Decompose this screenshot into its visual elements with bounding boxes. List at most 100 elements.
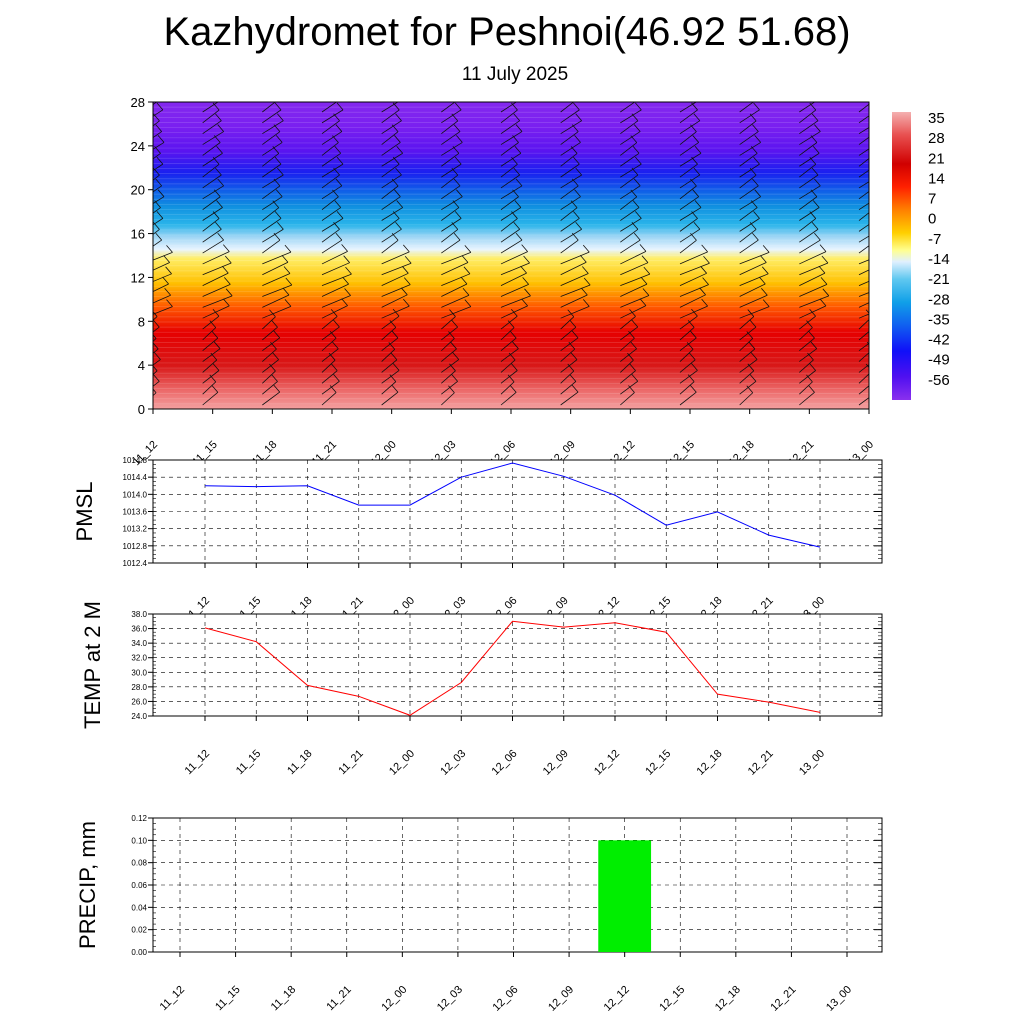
- wind-barb: [560, 185, 579, 200]
- wind-barb: [500, 370, 518, 384]
- wind-barb-feather: [155, 178, 163, 187]
- wind-barb: [739, 102, 754, 113]
- wind-barb-feather: [395, 113, 402, 121]
- wind-barb-feather: [692, 135, 700, 143]
- precip-bar: [598, 840, 652, 952]
- x-tick-label: 12_00: [387, 748, 417, 778]
- wind-barb: [560, 251, 590, 265]
- wind-barb: [321, 239, 343, 254]
- wind-barb-feather: [395, 221, 402, 230]
- wind-barb: [441, 185, 461, 200]
- wind-barb: [321, 283, 349, 297]
- wind-barb: [799, 196, 818, 210]
- wind-barb-feather: [217, 232, 224, 241]
- wind-barb: [441, 207, 460, 221]
- wind-barb: [679, 327, 695, 341]
- wind-barb: [381, 305, 410, 319]
- wind-barb: [739, 273, 769, 286]
- wind-barb: [799, 185, 821, 200]
- wind-barb-feather: [820, 277, 828, 285]
- wind-barb-feather: [687, 374, 695, 382]
- wind-barb: [153, 338, 157, 342]
- wind-barb-feather: [392, 308, 400, 317]
- wind-barb: [321, 142, 339, 156]
- wind-barb: [500, 228, 520, 243]
- wind-barb: [679, 391, 697, 406]
- wind-barb-feather: [868, 352, 869, 353]
- wind-barb: [620, 174, 639, 189]
- wind-barb: [202, 251, 230, 265]
- wind-barb: [500, 152, 522, 167]
- wind-barb: [799, 207, 820, 221]
- wind-barb-feather: [403, 298, 410, 307]
- wind-barb-feather: [569, 319, 577, 328]
- wind-barb: [441, 174, 459, 189]
- wind-barb: [441, 163, 462, 178]
- wind-barb: [441, 392, 455, 406]
- colorbar-label: -21: [928, 271, 950, 288]
- wind-barb-feather: [224, 277, 231, 285]
- wind-barb-feather: [396, 146, 403, 154]
- wind-barb: [500, 262, 530, 276]
- wind-barb-feather: [689, 330, 697, 339]
- wind-barb: [799, 131, 821, 145]
- y-tick-label: 0.06: [131, 881, 147, 890]
- wind-barb-feather: [450, 341, 457, 350]
- y-tick-label: 34.0: [131, 639, 147, 648]
- wind-barb-feather: [702, 277, 709, 285]
- wind-barb: [381, 262, 412, 276]
- wind-barb-feather: [225, 288, 233, 297]
- wind-barb: [262, 381, 278, 395]
- wind-barb: [321, 348, 339, 362]
- wind-barb-feather: [758, 276, 766, 285]
- wind-barb-feather: [157, 135, 165, 143]
- wind-barb: [560, 381, 577, 395]
- wind-barb: [441, 120, 459, 135]
- wind-barb-feather: [819, 298, 827, 307]
- wind-barb-feather: [630, 341, 637, 350]
- wind-barb-feather: [162, 276, 169, 285]
- wind-barb: [500, 174, 520, 189]
- wind-barb-feather: [336, 156, 344, 165]
- wind-barb-feather: [686, 342, 694, 350]
- wind-barb-feather: [211, 385, 219, 393]
- series-line: [204, 620, 821, 716]
- y-tick-label: 0.04: [131, 903, 147, 912]
- wind-barb: [381, 196, 401, 210]
- wind-barb: [321, 163, 344, 178]
- wind-barb-feather: [462, 287, 470, 296]
- wind-barb-feather: [217, 92, 223, 99]
- wind-barb-feather: [701, 298, 708, 307]
- wind-barb: [153, 316, 158, 321]
- wind-barb-feather: [389, 374, 397, 382]
- wind-barb: [679, 196, 699, 210]
- wind-barb: [321, 273, 352, 287]
- y-tick-label: 1014.8: [123, 456, 148, 465]
- wind-barb: [153, 294, 171, 304]
- wind-barb-feather: [694, 146, 702, 154]
- wind-barb: [381, 174, 402, 189]
- wind-barb-feather: [273, 92, 279, 99]
- wind-barb-feather: [515, 178, 523, 187]
- wind-barb: [500, 109, 518, 124]
- wind-barb: [620, 262, 649, 276]
- wind-barb-feather: [635, 156, 642, 165]
- wind-barb: [153, 153, 161, 160]
- wind-barb-feather: [153, 311, 158, 317]
- wind-barb-feather: [575, 221, 582, 230]
- wind-barb-feather: [695, 92, 701, 99]
- wind-barb: [560, 391, 579, 406]
- wind-barb: [799, 239, 821, 254]
- wind-barb: [202, 207, 223, 221]
- wind-barb: [858, 352, 869, 362]
- wind-barb: [262, 153, 280, 167]
- y-tick-label: 16: [131, 227, 145, 242]
- wind-barb: [739, 252, 770, 265]
- wind-barb-feather: [209, 374, 217, 383]
- wind-barb-feather: [871, 125, 877, 132]
- wind-barb: [799, 174, 819, 189]
- wind-barb: [620, 163, 642, 178]
- wind-barb: [321, 370, 338, 384]
- wind-barb-feather: [688, 352, 696, 361]
- wind-barb-feather: [394, 135, 401, 143]
